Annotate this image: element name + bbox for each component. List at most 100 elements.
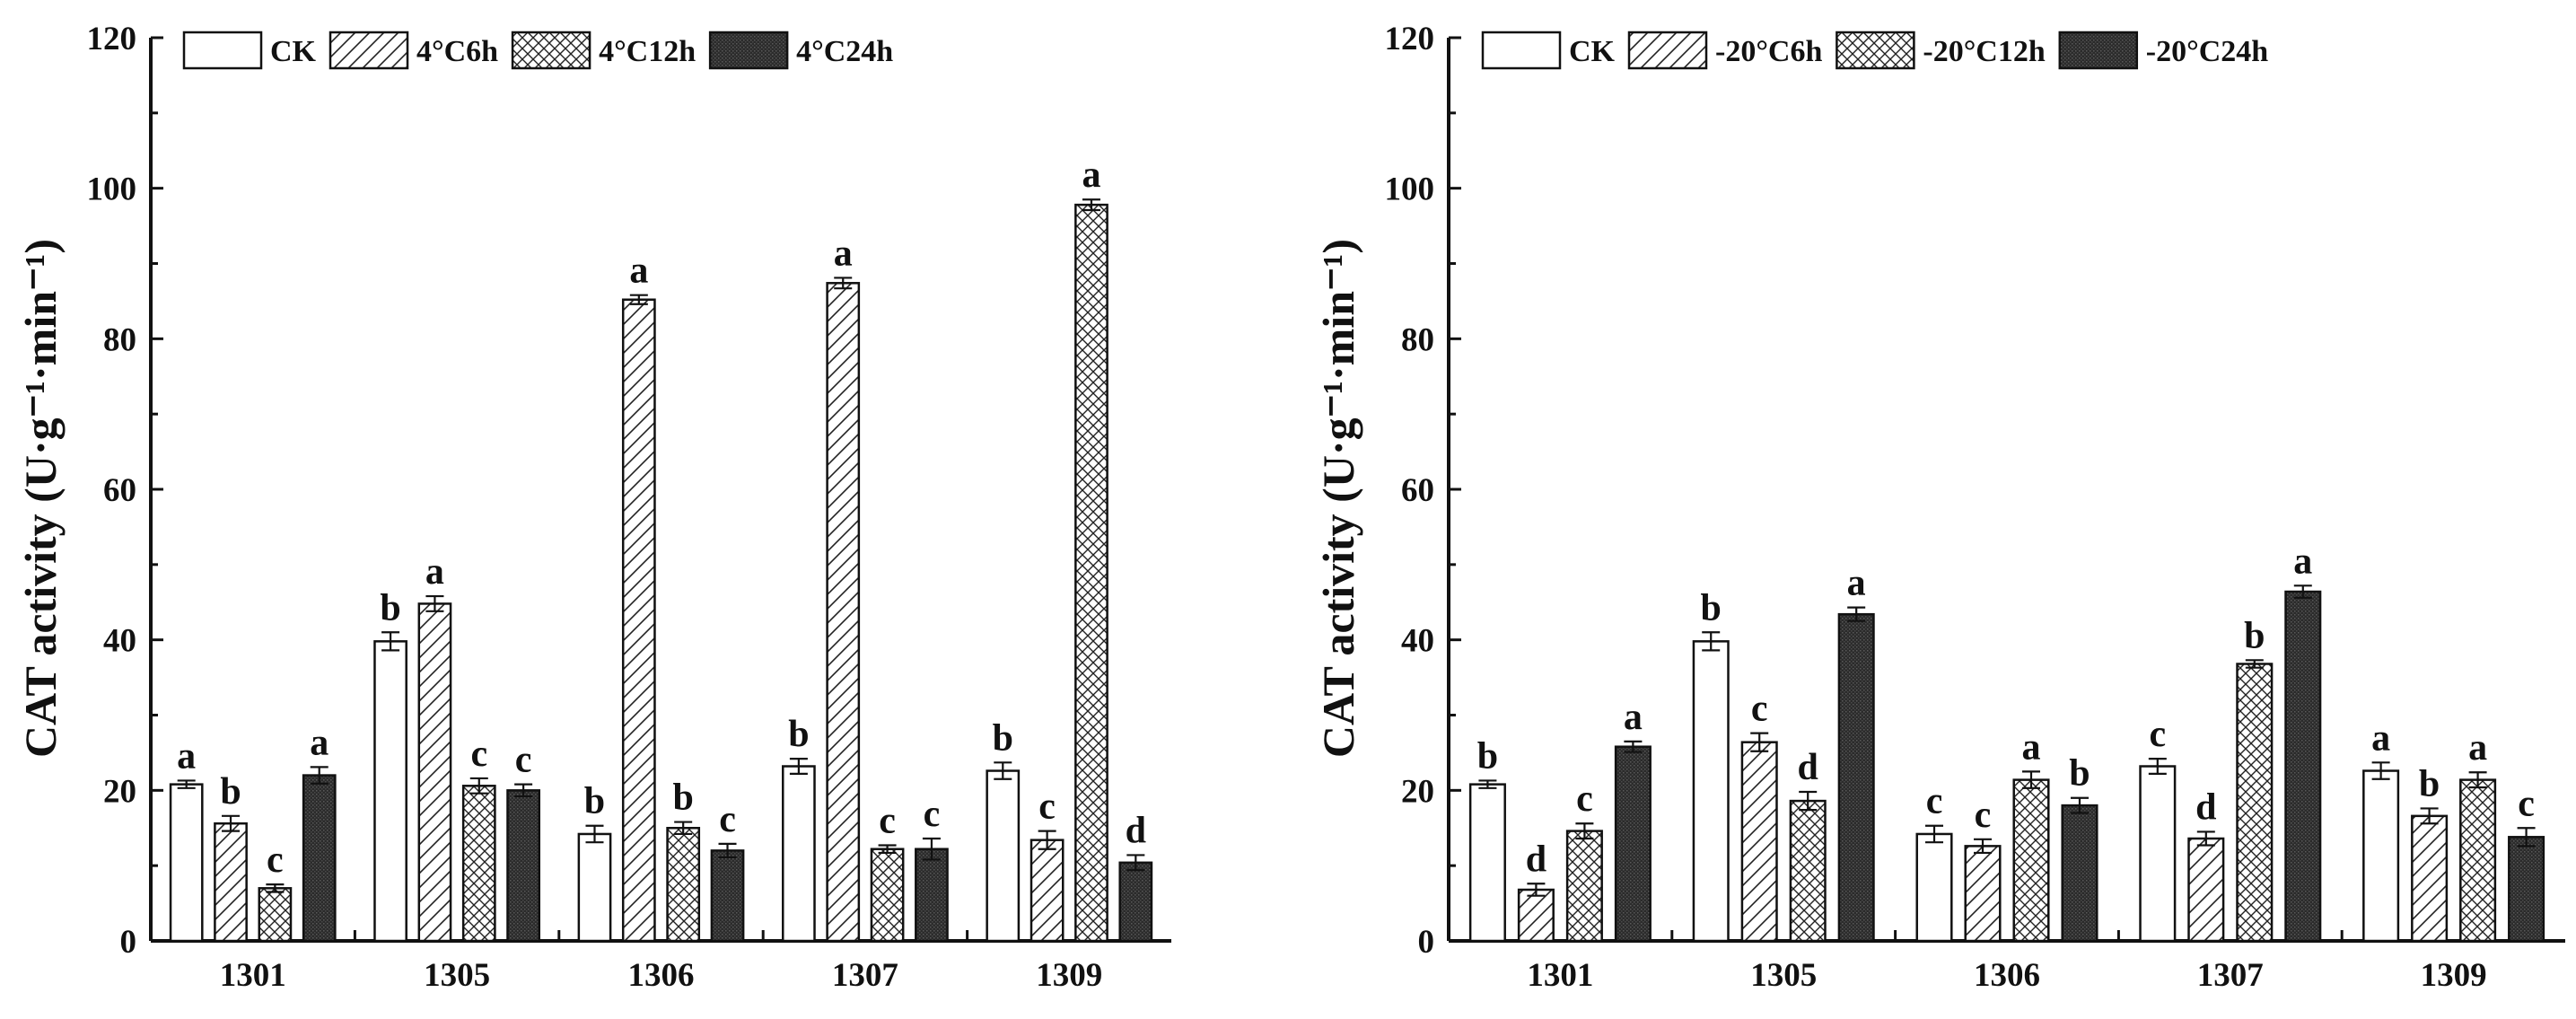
error-bar bbox=[629, 294, 648, 305]
significance-letter: b bbox=[2069, 753, 2090, 795]
y-tick-label: 20 bbox=[103, 773, 136, 810]
bar-hatch bbox=[826, 282, 861, 943]
significance-letter: a bbox=[1082, 154, 1100, 196]
chart-panel-4c: 0 20 40 60 80 100 120 CAT activity (U·g⁻¹·min⁻¹… bbox=[15, 21, 1171, 994]
x-tick-label: 1309 bbox=[1036, 957, 1102, 994]
bar-solid bbox=[2508, 836, 2545, 943]
bar-hatch bbox=[2411, 814, 2449, 943]
significance-letter: a bbox=[2468, 727, 2487, 769]
error-bar bbox=[1527, 883, 1546, 897]
y-tick-label: 100 bbox=[87, 171, 137, 208]
bar-crosshatch bbox=[1565, 830, 1603, 943]
bar-crosshatch bbox=[870, 848, 905, 943]
bar-solid bbox=[2061, 804, 2098, 943]
error-bar bbox=[1478, 779, 1497, 789]
bar-hatch bbox=[214, 821, 248, 943]
legend-swatch-hatch bbox=[1627, 31, 1708, 70]
legend-swatch-solid bbox=[2058, 31, 2139, 70]
significance-letter: a bbox=[310, 722, 329, 763]
legend-swatch-crosshatch bbox=[1836, 31, 1915, 70]
y-tick-label: 40 bbox=[103, 623, 136, 660]
significance-letter: b bbox=[672, 777, 693, 819]
error-bar bbox=[834, 277, 853, 290]
legend-label: -20°C12h bbox=[1923, 35, 2045, 68]
bar-open bbox=[2139, 765, 2177, 943]
error-bar bbox=[922, 837, 941, 861]
significance-letter: c bbox=[1576, 778, 1593, 820]
legend-label: -20°C6h bbox=[1715, 35, 1822, 68]
legend-label: CK bbox=[1569, 35, 1616, 68]
error-bar bbox=[1126, 854, 1145, 872]
bar-open bbox=[1692, 640, 1730, 943]
significance-letter: a bbox=[834, 233, 853, 274]
bar-solid bbox=[915, 848, 949, 943]
error-bar bbox=[718, 842, 737, 859]
legend-swatch-crosshatch bbox=[511, 31, 591, 70]
error-bar bbox=[425, 594, 444, 612]
error-bar bbox=[2148, 758, 2167, 775]
error-bar bbox=[2293, 584, 2312, 599]
bar-open bbox=[1915, 832, 1953, 943]
bar-solid bbox=[302, 774, 337, 943]
y-tick-label: 20 bbox=[1401, 773, 1434, 810]
bar-crosshatch bbox=[2012, 778, 2050, 943]
error-bar bbox=[2196, 830, 2215, 847]
bar-hatch bbox=[1030, 839, 1065, 943]
bar-solid bbox=[710, 849, 745, 943]
bar-hatch bbox=[2187, 837, 2225, 943]
y-axis-label: CAT activity (U·g⁻¹·min⁻¹) bbox=[15, 239, 66, 758]
bar-solid bbox=[2284, 590, 2322, 943]
legend-label: 4°C6h bbox=[416, 35, 498, 68]
error-bar bbox=[585, 824, 604, 844]
error-bar bbox=[2070, 796, 2089, 814]
x-tick-label: 1307 bbox=[832, 957, 898, 994]
significance-letter: c bbox=[1975, 795, 1992, 836]
significance-letter: b bbox=[380, 587, 400, 628]
bar-crosshatch bbox=[258, 887, 293, 943]
bar-crosshatch bbox=[1789, 799, 1827, 943]
y-tick-label: 80 bbox=[103, 321, 136, 358]
bar-crosshatch bbox=[1074, 203, 1108, 943]
error-bar bbox=[878, 844, 897, 855]
error-bar bbox=[2245, 659, 2264, 669]
significance-letter: a bbox=[2293, 540, 2312, 582]
bar-hatch bbox=[621, 298, 656, 943]
bar-open bbox=[1468, 783, 1506, 943]
significance-letter: d bbox=[1126, 810, 1146, 851]
bar-open bbox=[986, 769, 1021, 943]
error-bar bbox=[1799, 790, 1818, 812]
y-tick-label: 120 bbox=[87, 21, 137, 57]
error-bar bbox=[1624, 740, 1643, 753]
significance-letter: b bbox=[1477, 735, 1498, 777]
error-bar bbox=[1974, 838, 1993, 855]
bar-open bbox=[2362, 769, 2400, 943]
significance-letter: c bbox=[2149, 714, 2166, 755]
significance-letter: c bbox=[2518, 783, 2535, 824]
x-tick-label: 1306 bbox=[628, 957, 695, 994]
bar-crosshatch bbox=[2459, 778, 2497, 943]
x-tick-label: 1301 bbox=[1527, 957, 1593, 994]
y-tick-label: 0 bbox=[120, 924, 137, 961]
legend-swatch-open bbox=[1481, 31, 1562, 70]
error-bar bbox=[381, 631, 400, 652]
error-bar bbox=[469, 777, 488, 795]
x-tick-label: 1307 bbox=[2197, 957, 2264, 994]
error-bar bbox=[177, 779, 196, 789]
bar-crosshatch bbox=[461, 785, 496, 943]
error-bar bbox=[2420, 807, 2439, 825]
error-bar bbox=[1575, 822, 1594, 840]
error-bar bbox=[2371, 761, 2390, 780]
x-tick-label: 1309 bbox=[2421, 957, 2487, 994]
legend-label: 4°C24h bbox=[796, 35, 893, 68]
significance-letter: b bbox=[1701, 587, 1722, 628]
y-tick-label: 100 bbox=[1385, 171, 1435, 208]
bar-hatch bbox=[1740, 741, 1778, 943]
significance-letter: c bbox=[719, 799, 736, 840]
error-bar bbox=[994, 761, 1012, 780]
y-tick-label: 0 bbox=[1418, 924, 1435, 961]
bar-crosshatch bbox=[666, 827, 701, 943]
legend-label: -20°C24h bbox=[2146, 35, 2268, 68]
error-bar bbox=[222, 814, 241, 832]
bar-open bbox=[373, 640, 407, 943]
